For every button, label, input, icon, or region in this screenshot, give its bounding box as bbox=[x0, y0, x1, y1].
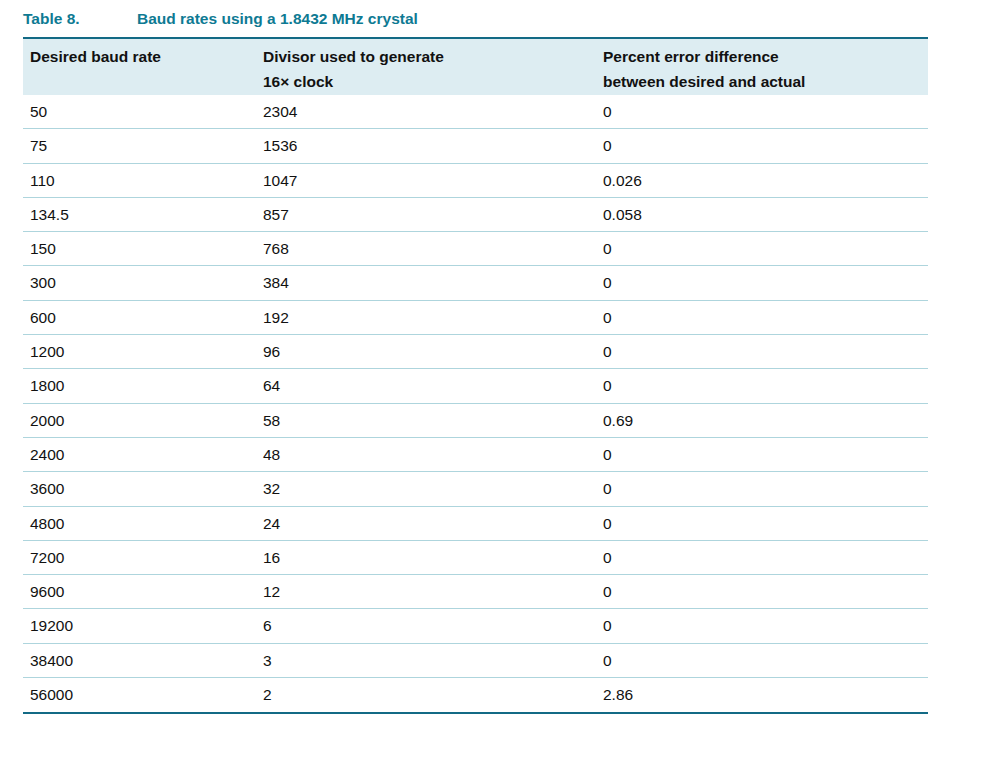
table-row: 3003840 bbox=[23, 266, 928, 300]
cell-baud-rate: 38400 bbox=[23, 644, 256, 677]
cell-divisor: 24 bbox=[256, 507, 596, 540]
cell-divisor: 192 bbox=[256, 301, 596, 334]
cell-baud-rate: 600 bbox=[23, 301, 256, 334]
cell-baud-rate: 75 bbox=[23, 129, 256, 162]
cell-divisor: 12 bbox=[256, 575, 596, 608]
cell-baud-rate: 50 bbox=[23, 95, 256, 128]
table-number-label: Table 8. bbox=[23, 10, 137, 28]
table-row: 4800240 bbox=[23, 507, 928, 541]
cell-divisor: 64 bbox=[256, 369, 596, 402]
cell-percent-error: 0 bbox=[596, 232, 928, 265]
table-row: 5600022.86 bbox=[23, 678, 928, 712]
cell-divisor: 2304 bbox=[256, 95, 596, 128]
cell-baud-rate: 300 bbox=[23, 266, 256, 299]
cell-percent-error: 0 bbox=[596, 369, 928, 402]
cell-baud-rate: 56000 bbox=[23, 678, 256, 712]
column-header-percent-error: Percent error difference between desired… bbox=[596, 39, 928, 95]
cell-percent-error: 0 bbox=[596, 301, 928, 334]
cell-percent-error: 0 bbox=[596, 438, 928, 471]
table-row: 6001920 bbox=[23, 301, 928, 335]
table-row: 7515360 bbox=[23, 129, 928, 163]
cell-baud-rate: 2000 bbox=[23, 404, 256, 437]
table-row: 1507680 bbox=[23, 232, 928, 266]
cell-percent-error: 0 bbox=[596, 541, 928, 574]
cell-divisor: 16 bbox=[256, 541, 596, 574]
cell-percent-error: 0 bbox=[596, 95, 928, 128]
document-page: Table 8. Baud rates using a 1.8432 MHz c… bbox=[0, 0, 983, 783]
column-header-desired-baud-rate: Desired baud rate bbox=[23, 39, 256, 95]
table-title-row: Table 8. Baud rates using a 1.8432 MHz c… bbox=[23, 10, 928, 32]
table-row: 1200960 bbox=[23, 335, 928, 369]
table-row: 2000580.69 bbox=[23, 404, 928, 438]
table-row: 2400480 bbox=[23, 438, 928, 472]
table-row: 134.58570.058 bbox=[23, 198, 928, 232]
cell-percent-error: 0.026 bbox=[596, 164, 928, 197]
cell-baud-rate: 110 bbox=[23, 164, 256, 197]
cell-baud-rate: 3600 bbox=[23, 472, 256, 505]
table-row: 3600320 bbox=[23, 472, 928, 506]
cell-divisor: 32 bbox=[256, 472, 596, 505]
table-row: 11010470.026 bbox=[23, 164, 928, 198]
cell-percent-error: 0 bbox=[596, 266, 928, 299]
cell-divisor: 768 bbox=[256, 232, 596, 265]
cell-divisor: 3 bbox=[256, 644, 596, 677]
cell-baud-rate: 4800 bbox=[23, 507, 256, 540]
cell-divisor: 6 bbox=[256, 609, 596, 642]
cell-divisor: 48 bbox=[256, 438, 596, 471]
cell-percent-error: 0 bbox=[596, 507, 928, 540]
cell-baud-rate: 2400 bbox=[23, 438, 256, 471]
table-caption: Baud rates using a 1.8432 MHz crystal bbox=[137, 10, 418, 28]
cell-percent-error: 0.058 bbox=[596, 198, 928, 231]
cell-baud-rate: 19200 bbox=[23, 609, 256, 642]
cell-percent-error: 0 bbox=[596, 335, 928, 368]
cell-baud-rate: 7200 bbox=[23, 541, 256, 574]
cell-baud-rate: 1200 bbox=[23, 335, 256, 368]
table-header-row: Desired baud rate Divisor used to genera… bbox=[23, 39, 928, 95]
cell-baud-rate: 9600 bbox=[23, 575, 256, 608]
cell-divisor: 2 bbox=[256, 678, 596, 712]
cell-divisor: 1047 bbox=[256, 164, 596, 197]
cell-percent-error: 2.86 bbox=[596, 678, 928, 712]
cell-percent-error: 0 bbox=[596, 575, 928, 608]
table-body: 5023040751536011010470.026134.58570.0581… bbox=[23, 95, 928, 712]
cell-baud-rate: 134.5 bbox=[23, 198, 256, 231]
cell-percent-error: 0 bbox=[596, 644, 928, 677]
cell-divisor: 857 bbox=[256, 198, 596, 231]
cell-percent-error: 0 bbox=[596, 472, 928, 505]
column-header-divisor: Divisor used to generate 16× clock bbox=[256, 39, 596, 95]
baud-rate-table: Desired baud rate Divisor used to genera… bbox=[23, 37, 928, 714]
cell-divisor: 96 bbox=[256, 335, 596, 368]
cell-divisor: 1536 bbox=[256, 129, 596, 162]
cell-baud-rate: 1800 bbox=[23, 369, 256, 402]
table-row: 1800640 bbox=[23, 369, 928, 403]
cell-percent-error: 0.69 bbox=[596, 404, 928, 437]
table-row: 5023040 bbox=[23, 95, 928, 129]
cell-percent-error: 0 bbox=[596, 129, 928, 162]
table-row: 1920060 bbox=[23, 609, 928, 643]
cell-percent-error: 0 bbox=[596, 609, 928, 642]
table-row: 9600120 bbox=[23, 575, 928, 609]
cell-divisor: 58 bbox=[256, 404, 596, 437]
cell-baud-rate: 150 bbox=[23, 232, 256, 265]
cell-divisor: 384 bbox=[256, 266, 596, 299]
baud-rate-table-block: Table 8. Baud rates using a 1.8432 MHz c… bbox=[23, 10, 928, 714]
table-row: 7200160 bbox=[23, 541, 928, 575]
table-row: 3840030 bbox=[23, 644, 928, 678]
